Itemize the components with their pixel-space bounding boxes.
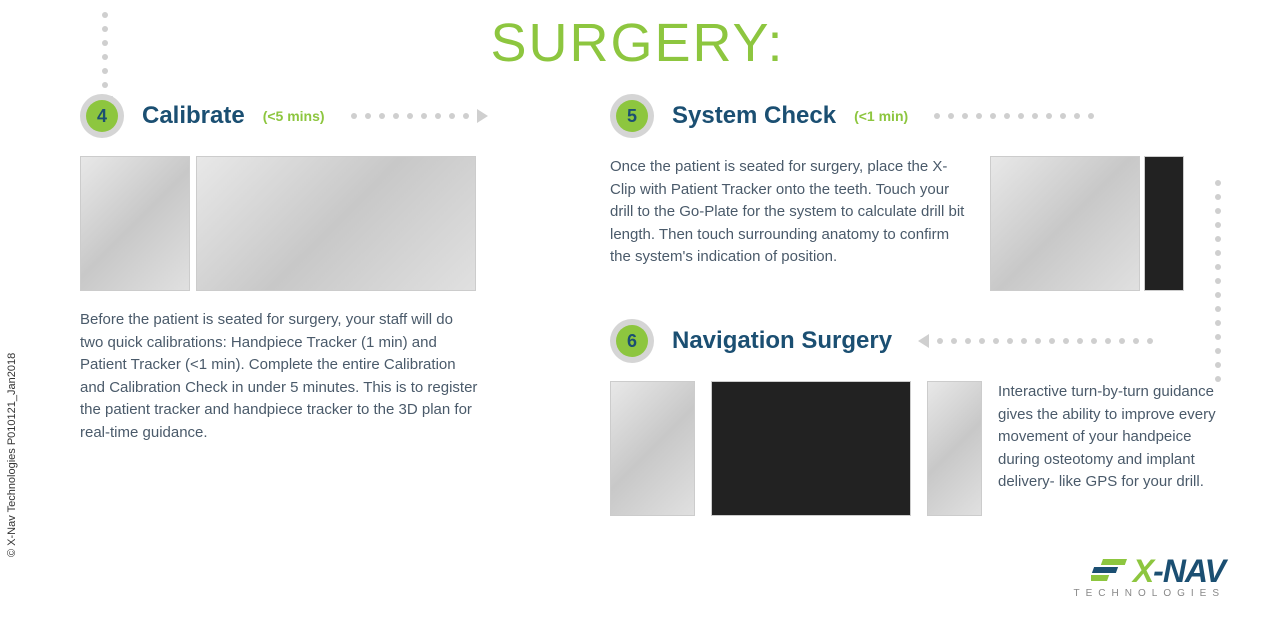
step-4-title: Calibrate bbox=[142, 102, 245, 130]
step-badge-5: 5 bbox=[610, 94, 654, 138]
page-title: SURGERY: bbox=[0, 12, 1275, 74]
step-4-body: Before the patient is seated for surgery… bbox=[80, 309, 480, 444]
step-5: 5 System Check (<1 min) Once the patient… bbox=[610, 94, 1225, 291]
step-4-image-1 bbox=[80, 156, 190, 291]
step-5-image-2 bbox=[1144, 156, 1184, 291]
step-6-image-2 bbox=[711, 381, 911, 516]
step-4-duration: (<5 mins) bbox=[263, 108, 325, 124]
logo-x: X bbox=[1133, 553, 1153, 589]
step-4: 4 Calibrate (<5 mins) Before the patient… bbox=[80, 94, 560, 516]
step-6-image-3 bbox=[927, 381, 982, 516]
step-badge-4: 4 bbox=[80, 94, 124, 138]
connector-dots-5-right bbox=[926, 113, 1225, 119]
step-6-title: Navigation Surgery bbox=[672, 327, 892, 355]
step-4-image-2 bbox=[196, 156, 476, 291]
connector-dots-4-to-5 bbox=[343, 109, 560, 123]
arrow-right-icon bbox=[477, 109, 488, 123]
copyright-text: © X-Nav Technologies P010121_Jan2018 bbox=[6, 353, 18, 557]
step-5-duration: (<1 min) bbox=[854, 108, 908, 124]
step-5-body: Once the patient is seated for surgery, … bbox=[610, 156, 970, 291]
connector-dots-vertical-right bbox=[1213, 180, 1223, 390]
connector-dots-6-left bbox=[910, 334, 1225, 348]
brand-logo: X-NAV TECHNOLOGIES bbox=[1074, 553, 1225, 599]
step-5-image-1 bbox=[990, 156, 1140, 291]
step-5-title: System Check bbox=[672, 102, 836, 130]
step-badge-6: 6 bbox=[610, 319, 654, 363]
logo-bars-icon bbox=[1091, 559, 1133, 585]
step-6-image-1 bbox=[610, 381, 695, 516]
logo-nav: -NAV bbox=[1153, 553, 1225, 589]
step-6-body: Interactive turn-by-turn guidance gives … bbox=[998, 381, 1225, 516]
step-6: 6 Navigation Surgery Interactive turn-by… bbox=[610, 319, 1225, 516]
arrow-left-icon bbox=[918, 334, 929, 348]
logo-subtitle: TECHNOLOGIES bbox=[1074, 588, 1225, 599]
